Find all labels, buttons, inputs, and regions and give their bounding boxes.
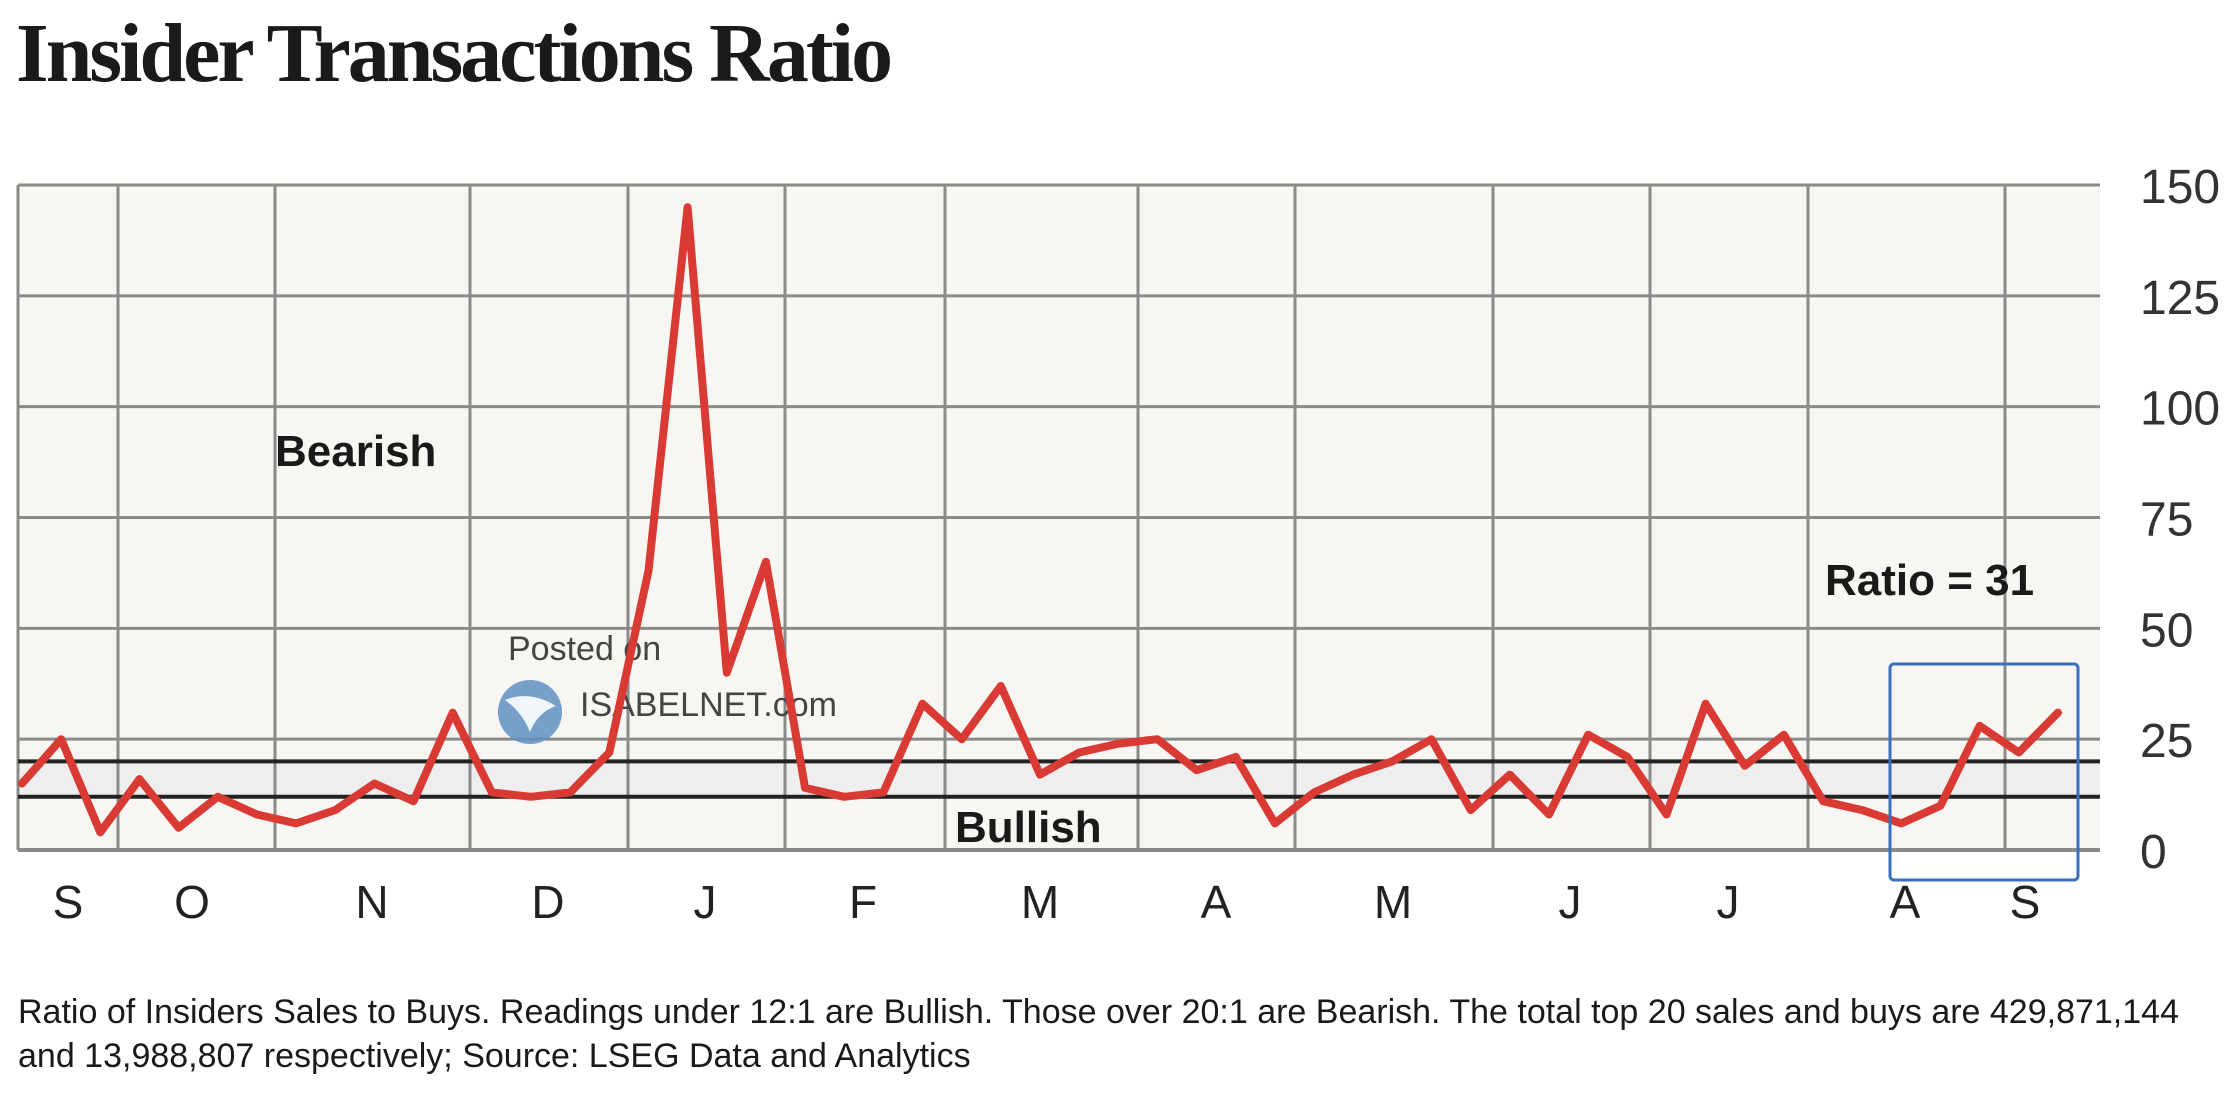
highlight-box [1888, 662, 2080, 882]
ratio-label: Ratio = 31 [1825, 556, 2034, 605]
y-tick-label: 50 [2140, 604, 2193, 657]
x-tick-label: J [1717, 876, 1740, 928]
y-tick-label: 125 [2140, 272, 2220, 325]
y-tick-label: 25 [2140, 715, 2193, 768]
y-tick-label: 150 [2140, 161, 2220, 214]
chart-caption: Ratio of Insiders Sales to Buys. Reading… [18, 993, 2179, 1075]
y-tick-label: 75 [2140, 494, 2193, 547]
bullish-label: Bullish [955, 803, 1102, 852]
series-line [18, 203, 2062, 837]
bird-icon [505, 696, 556, 732]
x-tick-label: S [53, 876, 84, 928]
x-tick-label: N [355, 876, 388, 928]
x-tick-label: M [1021, 876, 1059, 928]
x-tick-label: S [2010, 876, 2041, 928]
x-tick-label: M [1374, 876, 1412, 928]
grid-lines [16, 183, 2100, 852]
bearish-label: Bearish [275, 427, 436, 476]
y-tick-label: 0 [2140, 826, 2167, 879]
x-tick-label: A [1890, 876, 1921, 928]
x-tick-label: O [174, 876, 210, 928]
y-axis-ticks: 0 25 50 75 100 125 150 [2140, 161, 2220, 879]
y-tick-label: 100 [2140, 383, 2220, 436]
x-tick-label: J [694, 876, 717, 928]
page-title: Insider Transactions Ratio [16, 7, 893, 100]
x-tick-label: D [531, 876, 564, 928]
x-tick-label: A [1201, 876, 1232, 928]
x-tick-label: J [1559, 876, 1582, 928]
x-tick-label: F [849, 876, 877, 928]
